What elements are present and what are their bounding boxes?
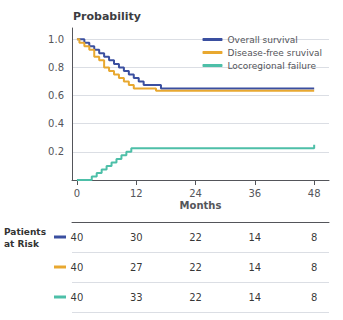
svg-text:0: 0 xyxy=(74,188,80,199)
svg-text:48: 48 xyxy=(308,188,321,199)
svg-text:40: 40 xyxy=(71,232,84,243)
svg-text:36: 36 xyxy=(248,188,261,199)
svg-text:33: 33 xyxy=(130,292,143,303)
svg-text:0.8: 0.8 xyxy=(48,62,64,73)
svg-text:1.0: 1.0 xyxy=(48,34,64,45)
svg-text:8: 8 xyxy=(311,262,317,273)
svg-text:22: 22 xyxy=(189,232,202,243)
svg-text:40: 40 xyxy=(71,292,84,303)
svg-text:8: 8 xyxy=(311,292,317,303)
svg-text:0.2: 0.2 xyxy=(48,146,64,157)
svg-text:Patients: Patients xyxy=(4,227,46,237)
svg-text:14: 14 xyxy=(248,292,261,303)
svg-text:Months: Months xyxy=(180,200,222,211)
svg-text:0.4: 0.4 xyxy=(48,118,64,129)
svg-text:Locoregional failure: Locoregional failure xyxy=(227,61,316,71)
svg-text:8: 8 xyxy=(311,232,317,243)
svg-text:Disease-free sruvival: Disease-free sruvival xyxy=(227,48,322,58)
svg-text:22: 22 xyxy=(189,262,202,273)
svg-text:Overall survival: Overall survival xyxy=(227,35,297,45)
svg-text:at Risk: at Risk xyxy=(4,239,40,249)
svg-text:30: 30 xyxy=(130,232,143,243)
svg-text:24: 24 xyxy=(189,188,202,199)
svg-text:40: 40 xyxy=(71,262,84,273)
svg-text:22: 22 xyxy=(189,292,202,303)
svg-text:14: 14 xyxy=(248,232,261,243)
svg-text:27: 27 xyxy=(130,262,143,273)
svg-text:0.6: 0.6 xyxy=(48,90,64,101)
svg-text:14: 14 xyxy=(248,262,261,273)
svg-text:12: 12 xyxy=(130,188,143,199)
svg-text:Probability: Probability xyxy=(73,10,141,23)
